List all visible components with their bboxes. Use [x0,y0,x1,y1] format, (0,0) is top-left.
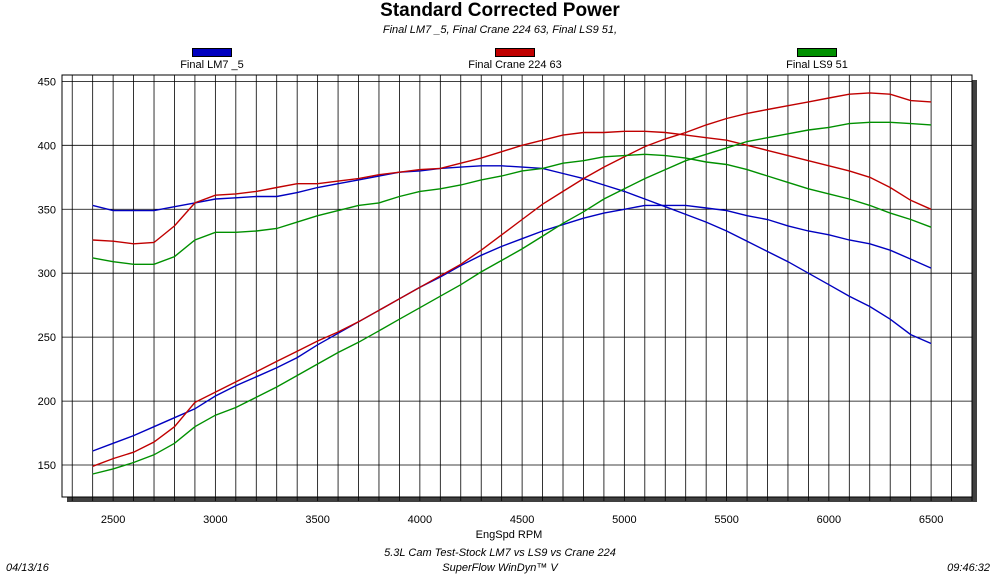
legend-label-lm7: Final LM7 _5 [180,59,244,71]
series-line-1-power [92,92,932,467]
footer-test-name: 5.3L Cam Test-Stock LM7 vs LS9 vs Crane … [384,547,616,559]
y-tick-label-400: 400 [38,140,56,152]
series-line-2-torque [92,153,932,265]
y-tick-label-200: 200 [38,396,56,408]
x-tick-label-5500: 5500 [714,514,738,526]
series-lines [92,92,932,475]
legend-item-lm7: Final LM7 _5 [112,48,312,71]
chart-subtitle: Final LM7 _5, Final Crane 224 63, Final … [382,24,618,36]
x-tick-label-3000: 3000 [203,514,227,526]
chart-title: Standard Corrected Power [380,0,620,21]
legend-item-ls9: Final LS9 51 [717,48,917,71]
legend-swatch-ls9 [797,48,837,57]
y-tick-label-450: 450 [38,76,56,88]
y-tick-label-300: 300 [38,268,56,280]
legend-label-crane: Final Crane 224 63 [468,59,562,71]
x-tick-label-2500: 2500 [101,514,125,526]
series-line-2-power [92,121,932,475]
y-tick-label-350: 350 [38,204,56,216]
y-tick-label-250: 250 [38,332,56,344]
series-line-0-torque [92,165,932,345]
footer-date: 04/13/16 [6,562,49,574]
x-tick-label-4500: 4500 [510,514,534,526]
tick-labels: 150 200 250 300 350 400 450 2500 3000 3500 4000 450… [38,76,944,526]
x-tick-label-6000: 6000 [817,514,841,526]
footer-software: SuperFlow WinDyn™ V [442,562,558,574]
grid [62,75,973,501]
x-tick-label-5000: 5000 [612,514,636,526]
legend-swatch-lm7 [192,48,232,57]
legend-label-ls9: Final LS9 51 [786,59,848,71]
series-line-0-power [92,204,932,452]
x-tick-label-3500: 3500 [305,514,329,526]
series-line-1-torque [92,130,932,245]
plot-area [62,75,972,497]
footer-time: 09:46:32 [947,562,990,574]
legend-item-crane: Final Crane 224 63 [415,48,615,71]
plot-border [61,74,973,498]
x-tick-label-4000: 4000 [408,514,432,526]
x-axis-label: EngSpd RPM [476,529,543,541]
y-tick-label-150: 150 [38,460,56,472]
x-tick-label-6500: 6500 [919,514,943,526]
legend-swatch-crane [495,48,535,57]
